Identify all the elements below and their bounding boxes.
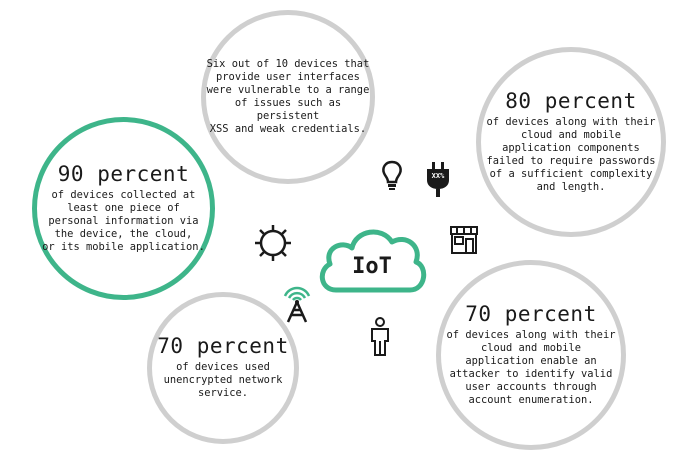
stat-line: unencrypted network: [163, 374, 283, 386]
stat-line: personal information via: [48, 214, 199, 227]
stat-line: the device, the cloud,: [54, 227, 193, 240]
stat-line: user accounts through: [465, 380, 597, 393]
stat-line: XSS and weak credentials.: [209, 123, 367, 135]
stat-text: of devices collected at least one piece …: [42, 189, 205, 254]
stat-line: cloud and mobile: [480, 341, 582, 354]
lightbulb-icon: [381, 160, 403, 192]
stat-headline: 80 percent: [505, 88, 637, 113]
stat-line: of devices along with their: [486, 115, 656, 128]
plug-label: XX%: [431, 172, 445, 180]
stat-text: of devices used unencrypted network serv…: [164, 361, 283, 400]
stat-line: failed to require passwords: [486, 154, 656, 167]
stat-headline: 70 percent: [465, 301, 597, 326]
stat-line: or its mobile application.: [42, 240, 205, 253]
stat-text: Six out of 10 devices that provide user …: [206, 58, 370, 136]
stat-line: of a sufficient complexity: [489, 167, 653, 180]
hub-label: IoT: [352, 254, 392, 279]
stat-line: Six out of 10 devices that: [206, 58, 370, 70]
stat-line: of devices used: [176, 361, 270, 373]
stat-line: least one piece of: [67, 201, 180, 214]
storefront-icon: [448, 224, 480, 256]
stat-bubble-personal-info: 90 percent of devices collected at least…: [32, 117, 215, 300]
stat-line: and length.: [536, 180, 606, 193]
stat-text: of devices along with their cloud and mo…: [447, 329, 616, 407]
stat-line: service.: [197, 387, 249, 399]
stat-line: of devices along with their: [446, 328, 616, 341]
stat-line: application components: [502, 141, 640, 154]
stat-line: attacker to identify valid: [449, 367, 613, 380]
iot-cloud-hub: IoT: [312, 220, 432, 304]
stat-line: provide user interfaces: [216, 71, 360, 83]
cloud-icon: [319, 229, 427, 293]
plug-icon: XX%: [424, 162, 452, 198]
stat-bubble-interfaces: Six out of 10 devices that provide user …: [201, 10, 375, 184]
person-icon: [368, 317, 392, 357]
stat-line: account enumeration.: [468, 393, 594, 406]
stat-line: of issues such as persistent: [234, 97, 342, 122]
stat-bubble-unencrypted: 70 percent of devices used unencrypted n…: [147, 292, 299, 444]
stat-line: were vulnerable to a range: [206, 84, 370, 96]
stat-headline: 90 percent: [57, 161, 190, 186]
stat-line: cloud and mobile: [520, 128, 622, 141]
stat-line: application enable an: [465, 354, 597, 367]
stat-line: of devices collected at: [51, 188, 196, 201]
stat-bubble-enumeration: 70 percent of devices along with their c…: [436, 260, 626, 450]
stat-bubble-passwords: 80 percent of devices along with their c…: [476, 47, 666, 237]
gear-icon: [254, 224, 292, 262]
stat-text: of devices along with their cloud and mo…: [487, 116, 656, 194]
antenna-icon: [280, 282, 314, 324]
stat-headline: 70 percent: [157, 334, 289, 358]
